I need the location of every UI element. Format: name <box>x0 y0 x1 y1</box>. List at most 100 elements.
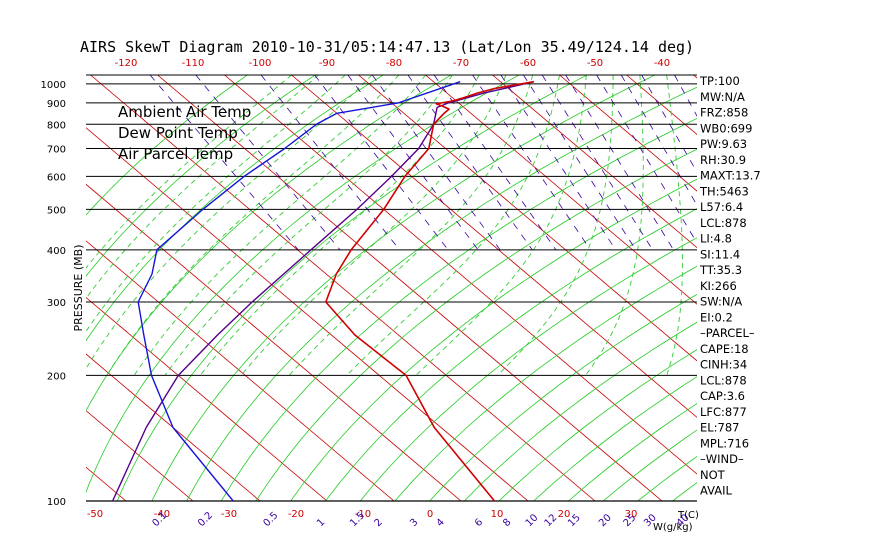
dew-point-line <box>137 81 461 501</box>
mixing-ratio-label: 6 <box>473 517 485 529</box>
index-item: SI:11.4 <box>700 247 740 261</box>
bottom-temp-tick-label: -50 <box>87 509 103 520</box>
index-item: RH:30.9 <box>700 153 746 167</box>
isotherm-line <box>291 75 697 418</box>
mixing-ratio-label: 4 <box>435 517 447 529</box>
index-item: –WIND– <box>700 452 744 466</box>
top-temp-tick-label: -110 <box>182 58 205 69</box>
top-temp-tick-label: -40 <box>654 58 670 69</box>
mixing-ratio-lines <box>149 75 697 251</box>
index-item: LCL:878 <box>700 373 747 387</box>
bottom-temp-tick-label: -20 <box>288 509 304 520</box>
mixing-ratio-line <box>347 75 479 251</box>
top-temp-tick-label: -100 <box>249 58 272 69</box>
mixing-ratio-label: 0.2 <box>196 510 215 529</box>
dry-adiabat-line <box>86 75 384 342</box>
pressure-tick-label-100: 100 <box>47 497 66 508</box>
isotherm-line <box>86 296 328 501</box>
bottom-temp-tick-label: -30 <box>221 509 237 520</box>
moist-adiabat-line <box>288 75 534 376</box>
pressure-tick-label-400: 400 <box>47 246 66 257</box>
moist-adiabat-line <box>199 75 480 376</box>
pressure-tick-label-200: 200 <box>47 371 66 382</box>
plot-frame <box>86 74 697 502</box>
index-item: CAPE:18 <box>700 342 749 356</box>
pressure-tick-label-900: 900 <box>47 99 66 110</box>
dry-adiabat-line <box>498 349 697 501</box>
dry-adiabat-line <box>325 208 697 501</box>
mixing-ratio-line <box>674 75 697 117</box>
bottom-temp-tick-label: 30 <box>625 509 638 520</box>
moist-adiabat-line <box>666 75 683 376</box>
dry-adiabat-line <box>151 75 656 501</box>
dry-adiabat-line <box>742 75 870 501</box>
index-item: KI:266 <box>700 279 737 293</box>
index-item: LFC:877 <box>700 405 747 419</box>
dry-adiabat-lines <box>86 75 870 501</box>
isotherm-line <box>492 75 697 249</box>
isotherm-line <box>425 75 697 305</box>
chart-title: AIRS SkewT Diagram 2010-10-31/05:14:47.1… <box>80 38 694 56</box>
bottom-temp-tick-label: -10 <box>355 509 371 520</box>
mixing-ratio-label: 8 <box>501 517 513 529</box>
index-item: LCL:878 <box>700 216 747 230</box>
pressure-tick-label-600: 600 <box>47 172 66 183</box>
isotherm-lines <box>0 75 697 501</box>
top-temp-tick-label: -50 <box>587 58 603 69</box>
moist-adiabat-line <box>86 75 292 269</box>
moist-adiabat-line <box>86 75 346 333</box>
dry-adiabat-line <box>464 321 697 501</box>
mixing-ratio-line <box>260 75 400 251</box>
mixing-ratio-line <box>195 75 341 251</box>
dry-adiabat-line <box>86 75 452 412</box>
dry-adiabat-line <box>116 75 588 501</box>
bottom-temp-tick-label: 10 <box>491 509 504 520</box>
mixing-ratio-line <box>472 75 591 251</box>
bottom-temp-tick-label: 0 <box>427 509 433 520</box>
index-item: L57:6.4 <box>700 200 743 214</box>
moist-adiabat-lines <box>86 75 683 376</box>
dry-adiabat-line <box>86 75 316 277</box>
moist-adiabat-line <box>164 75 453 376</box>
dry-adiabat-line <box>777 75 870 501</box>
moist-adiabat-line <box>106 75 400 376</box>
mixing-ratio-line <box>596 75 697 244</box>
index-item: CINH:34 <box>700 358 747 372</box>
isotherm-line <box>559 75 697 192</box>
index-item: NOT <box>700 468 726 482</box>
index-item: WB0:699 <box>700 121 752 135</box>
sounding-series <box>111 80 535 501</box>
pressure-tick-label-300: 300 <box>47 298 66 309</box>
isotherm-line <box>86 127 529 501</box>
index-item: CAP:3.6 <box>700 389 745 403</box>
dry-adiabat-line <box>637 456 697 501</box>
dry-adiabat-line <box>846 75 870 501</box>
top-temp-tick-label: -70 <box>453 58 469 69</box>
ambient-temp-line <box>324 80 535 501</box>
dry-adiabat-line <box>429 293 697 501</box>
mixing-ratio-line <box>149 75 299 251</box>
mixing-ratio-line <box>565 75 674 251</box>
mixing-ratio-label: 3 <box>408 517 420 529</box>
bottom-temp-tick-label: 20 <box>558 509 571 520</box>
dry-adiabat-line <box>359 237 697 501</box>
legend-ambient: Ambient Air Temp <box>118 103 251 121</box>
dry-adiabat-line <box>290 178 697 501</box>
temp-unit-label: T(C) <box>677 510 699 521</box>
isotherm-line <box>86 410 194 501</box>
mixing-ratio-line <box>641 75 697 174</box>
pressure-tick-label-1000: 1000 <box>41 80 66 91</box>
isotherm-line <box>0 75 59 501</box>
index-item: TP:100 <box>699 74 740 88</box>
moist-adiabat-line <box>86 75 373 370</box>
index-item: AVAIL <box>700 484 733 498</box>
top-temp-tick-label: -120 <box>115 58 138 69</box>
dry-adiabat-line <box>394 265 697 501</box>
moist-adiabat-line <box>585 75 644 376</box>
index-item: PW:9.63 <box>700 137 747 151</box>
legend-dew: Dew Point Temp <box>118 124 238 142</box>
dry-adiabat-line <box>220 117 697 501</box>
isotherm-line <box>224 75 697 475</box>
